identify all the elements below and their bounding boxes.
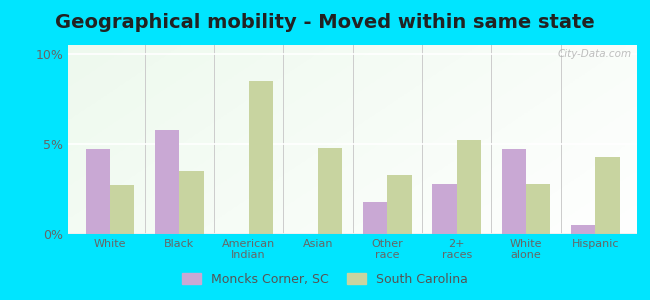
Bar	[595, 157, 619, 234]
Bar	[526, 184, 551, 234]
Legend: Moncks Corner, SC, South Carolina: Moncks Corner, SC, South Carolina	[177, 268, 473, 291]
Bar	[179, 171, 203, 234]
Bar	[86, 149, 110, 234]
Bar	[155, 130, 179, 234]
Bar	[432, 184, 457, 234]
Bar	[318, 148, 342, 234]
Text: City-Data.com: City-Data.com	[557, 49, 631, 59]
Bar	[110, 185, 134, 234]
Bar	[502, 149, 526, 234]
Bar	[457, 140, 481, 234]
Bar	[571, 225, 595, 234]
Text: Geographical mobility - Moved within same state: Geographical mobility - Moved within sam…	[55, 14, 595, 32]
Bar	[387, 175, 411, 234]
Bar	[248, 81, 273, 234]
Bar	[363, 202, 387, 234]
